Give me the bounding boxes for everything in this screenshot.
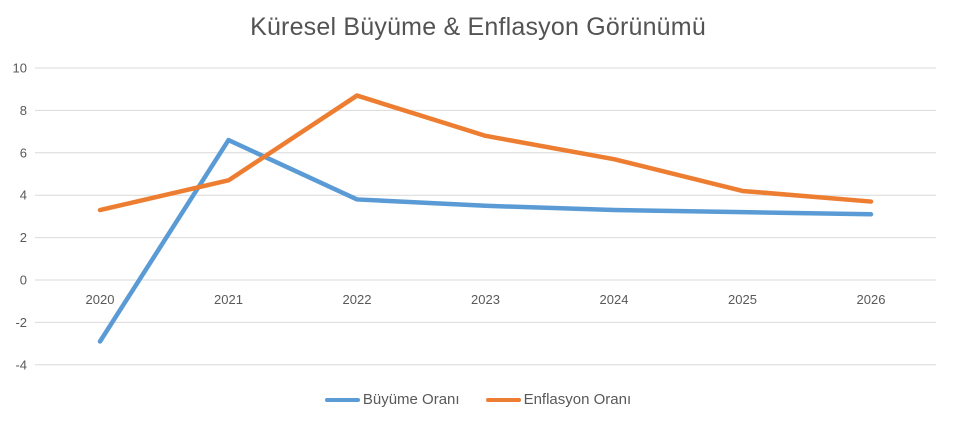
x-tick-label: 2021 <box>214 292 243 307</box>
y-tick-label: 6 <box>20 145 27 160</box>
legend-swatch-icon <box>485 397 521 402</box>
series-line-0 <box>97 137 874 344</box>
x-tick-label: 2025 <box>728 292 757 307</box>
legend-swatch-icon <box>324 397 360 402</box>
x-tick-label: 2023 <box>471 292 500 307</box>
legend: Büyüme Oranı Enflasyon Oranı <box>0 391 956 408</box>
legend-label: Enflasyon Oranı <box>523 391 632 408</box>
y-tick-label: 2 <box>20 230 27 245</box>
legend-label: Büyüme Oranı <box>362 391 460 408</box>
series-line-1 <box>97 93 874 213</box>
y-tick-label: -2 <box>15 315 27 330</box>
x-tick-label: 2024 <box>600 292 629 307</box>
legend-item-1: Enflasyon Oranı <box>485 391 632 408</box>
chart-title: Küresel Büyüme & Enflasyon Görünümü <box>250 13 706 41</box>
x-tick-label: 2022 <box>343 292 372 307</box>
x-tick-label: 2020 <box>86 292 115 307</box>
x-tick-label: 2026 <box>857 292 886 307</box>
legend-item-0: Büyüme Oranı <box>324 391 460 408</box>
y-tick-label: 10 <box>13 61 27 76</box>
y-tick-label: 4 <box>20 188 27 203</box>
y-tick-label: -4 <box>15 357 27 372</box>
y-tick-label: 8 <box>20 103 27 118</box>
y-tick-label: 0 <box>20 273 27 288</box>
